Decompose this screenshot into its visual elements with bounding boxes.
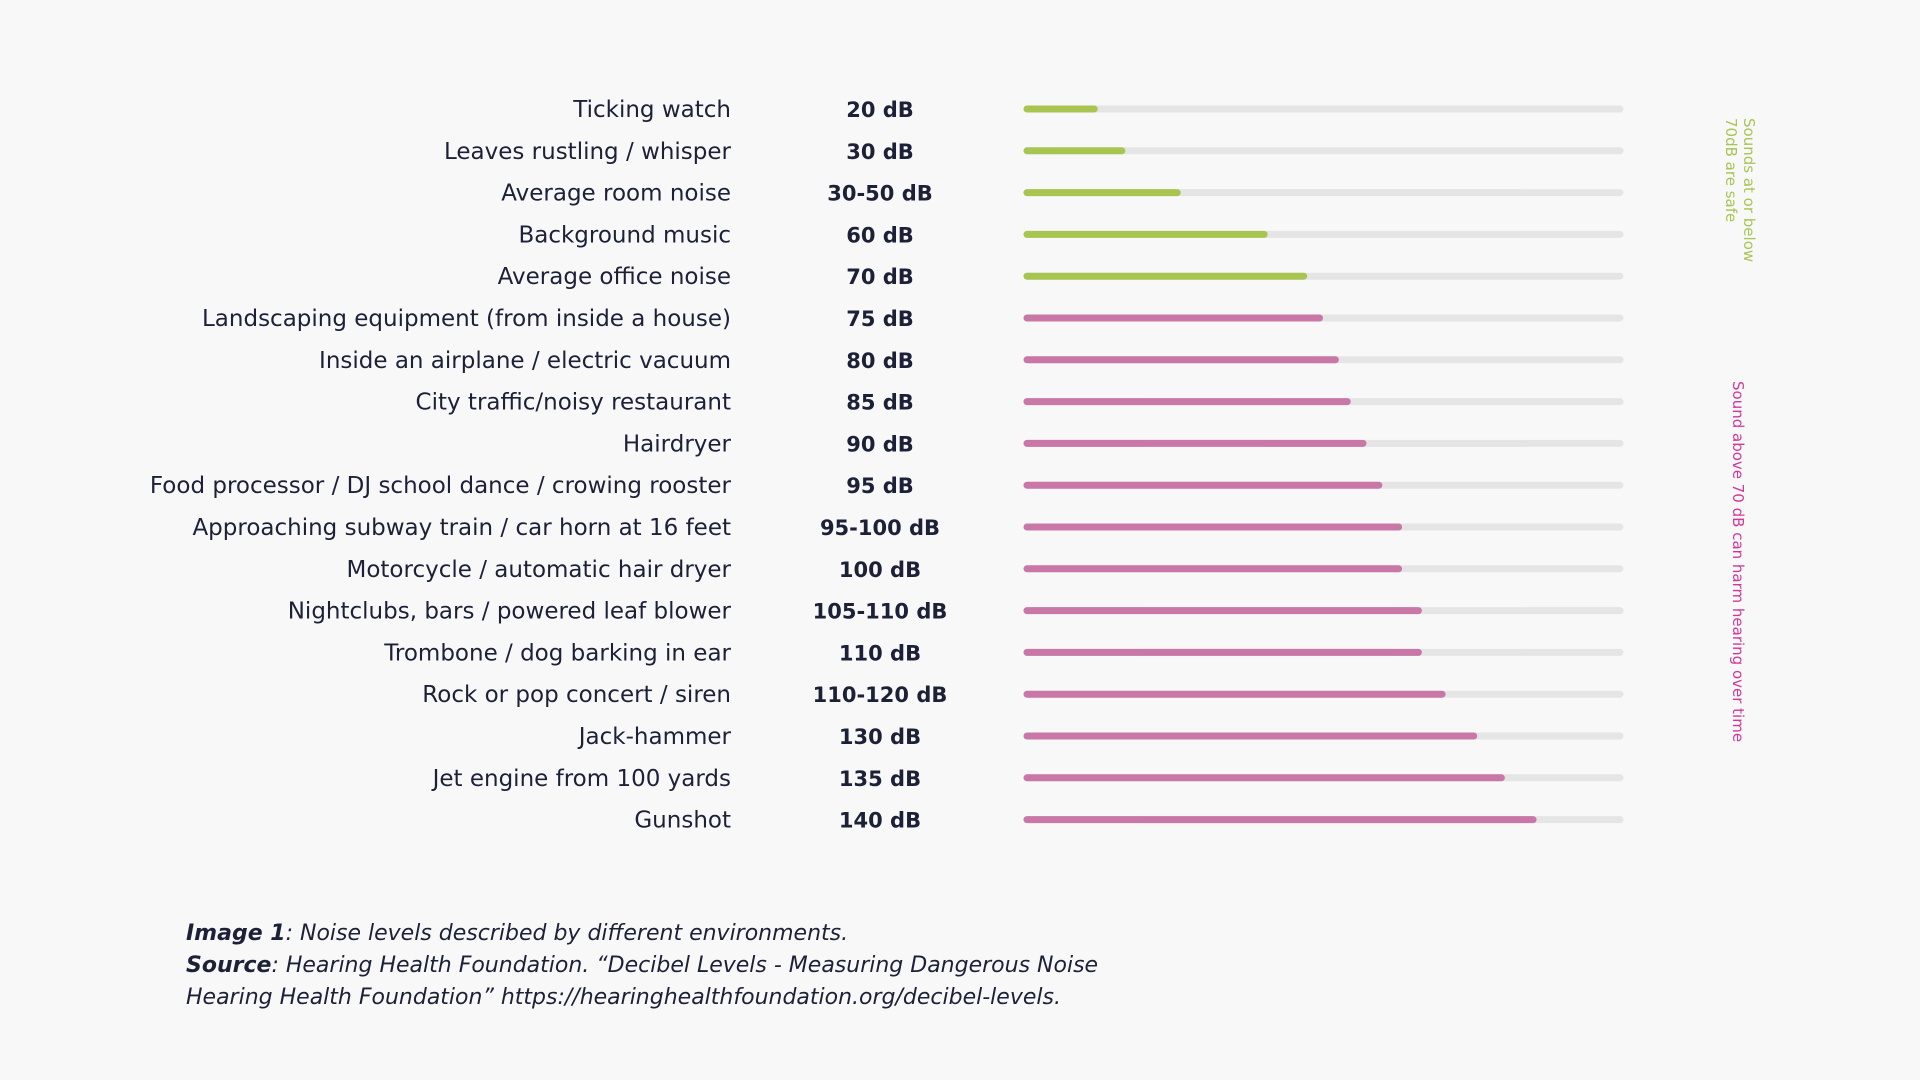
chart-row: Gunshot 140 dB [634, 808, 1624, 834]
caption-source-line: Source: Hearing Health Foundation. “Deci… [186, 950, 1386, 982]
row-value-label: 110 dB [839, 641, 921, 665]
chart-row: Motorcycle / automatic hair dryer 100 dB [347, 557, 1624, 583]
caption-image-line: Image 1: Noise levels described by diffe… [186, 918, 1386, 950]
chart-row: Inside an airplane / electric vacuum 80 d… [319, 348, 1624, 374]
caption-source-label: Source [186, 953, 272, 978]
row-label: Rock or pop concert / siren [422, 682, 731, 708]
row-label: Inside an airplane / electric vacuum [319, 348, 731, 374]
row-value-label: 70 dB [846, 265, 914, 289]
chart-rows: Ticking watch 20 dB Leaves rustling / whis… [150, 97, 1624, 834]
row-value-label: 30 dB [846, 140, 914, 164]
chart-row: Trombone / dog barking in ear 110 dB [383, 640, 1624, 666]
chart-row: Ticking watch 20 dB [572, 97, 1624, 123]
chart-row: Jet engine from 100 yards 135 dB [431, 766, 1624, 792]
row-value-label: 85 dB [846, 391, 914, 415]
chart-row: Average office noise 70 dB [498, 264, 1624, 290]
caption-source-text: : Hearing Health Foundation. “Decibel Le… [271, 953, 1099, 978]
row-label: Jet engine from 100 yards [431, 766, 731, 792]
row-label: Ticking watch [572, 97, 731, 123]
chart-row: Rock or pop concert / siren 110-120 dB [422, 682, 1624, 708]
chart-row: Background music 60 dB [518, 222, 1624, 248]
caption-image-label: Image 1 [186, 921, 286, 946]
chart-row: Jack-hammer 130 dB [577, 724, 1624, 750]
row-value-label: 60 dB [846, 223, 914, 247]
row-label: Motorcycle / automatic hair dryer [347, 557, 732, 583]
row-value-label: 135 dB [839, 767, 921, 791]
row-label: Average room noise [501, 181, 731, 207]
row-value-label: 105-110 dB [813, 600, 948, 624]
caption-image-text: : Noise levels described by different en… [285, 921, 849, 946]
safe-threshold-note-line-2: 70dB are safe [1722, 118, 1740, 222]
row-value-label: 95-100 dB [820, 516, 940, 540]
row-value-label: 30-50 dB [827, 182, 933, 206]
noise-level-chart: Ticking watch 20 dB Leaves rustling / whis… [150, 97, 1758, 834]
row-label: City traffic/noisy restaurant [416, 390, 731, 416]
harm-threshold-note: Sound above 70 dB can harm hearing over … [1729, 381, 1747, 742]
chart-row: Landscaping equipment (from inside a hou… [202, 306, 1624, 332]
safe-threshold-note-line-1: Sounds at or below [1740, 118, 1758, 262]
chart-row: Average room noise 30-50 dB [501, 181, 1624, 207]
chart-row: Approaching subway train / car horn at 1… [192, 515, 1624, 541]
row-label: Food processor / DJ school dance / crowi… [150, 473, 732, 499]
row-label: Jack-hammer [577, 724, 732, 750]
row-label: Gunshot [634, 808, 731, 834]
row-label: Approaching subway train / car horn at 1… [192, 515, 731, 541]
row-label: Trombone / dog barking in ear [383, 640, 731, 666]
row-label: Average office noise [498, 264, 731, 290]
row-value-label: 95 dB [846, 474, 914, 498]
figure-caption: Image 1: Noise levels described by diffe… [186, 918, 1386, 1014]
row-label: Hairdryer [623, 431, 732, 457]
row-value-label: 90 dB [846, 432, 914, 456]
safe-threshold-note: Sounds at or below 70dB are safe [1722, 118, 1758, 267]
row-label: Background music [518, 222, 731, 248]
row-value-label: 110-120 dB [813, 683, 948, 707]
row-label: Nightclubs, bars / powered leaf blower [288, 599, 732, 625]
row-label: Landscaping equipment (from inside a hou… [202, 306, 731, 332]
row-label: Leaves rustling / whisper [444, 139, 732, 165]
row-value-label: 80 dB [846, 349, 914, 373]
row-value-label: 130 dB [839, 725, 921, 749]
row-value-label: 140 dB [839, 809, 921, 833]
caption-source-line-2: Hearing Health Foundation” https://heari… [186, 985, 1061, 1010]
chart-row: Leaves rustling / whisper 30 dB [444, 139, 1624, 165]
row-value-label: 100 dB [839, 558, 921, 582]
chart-row: Hairdryer 90 dB [623, 431, 1624, 457]
chart-row: City traffic/noisy restaurant 85 dB [416, 390, 1624, 416]
chart-row: Nightclubs, bars / powered leaf blower 10… [288, 599, 1624, 625]
row-value-label: 75 dB [846, 307, 914, 331]
row-value-label: 20 dB [846, 98, 914, 122]
chart-row: Food processor / DJ school dance / crowi… [150, 473, 1624, 499]
